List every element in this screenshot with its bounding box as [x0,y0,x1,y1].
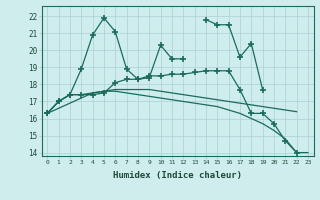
X-axis label: Humidex (Indice chaleur): Humidex (Indice chaleur) [113,171,242,180]
